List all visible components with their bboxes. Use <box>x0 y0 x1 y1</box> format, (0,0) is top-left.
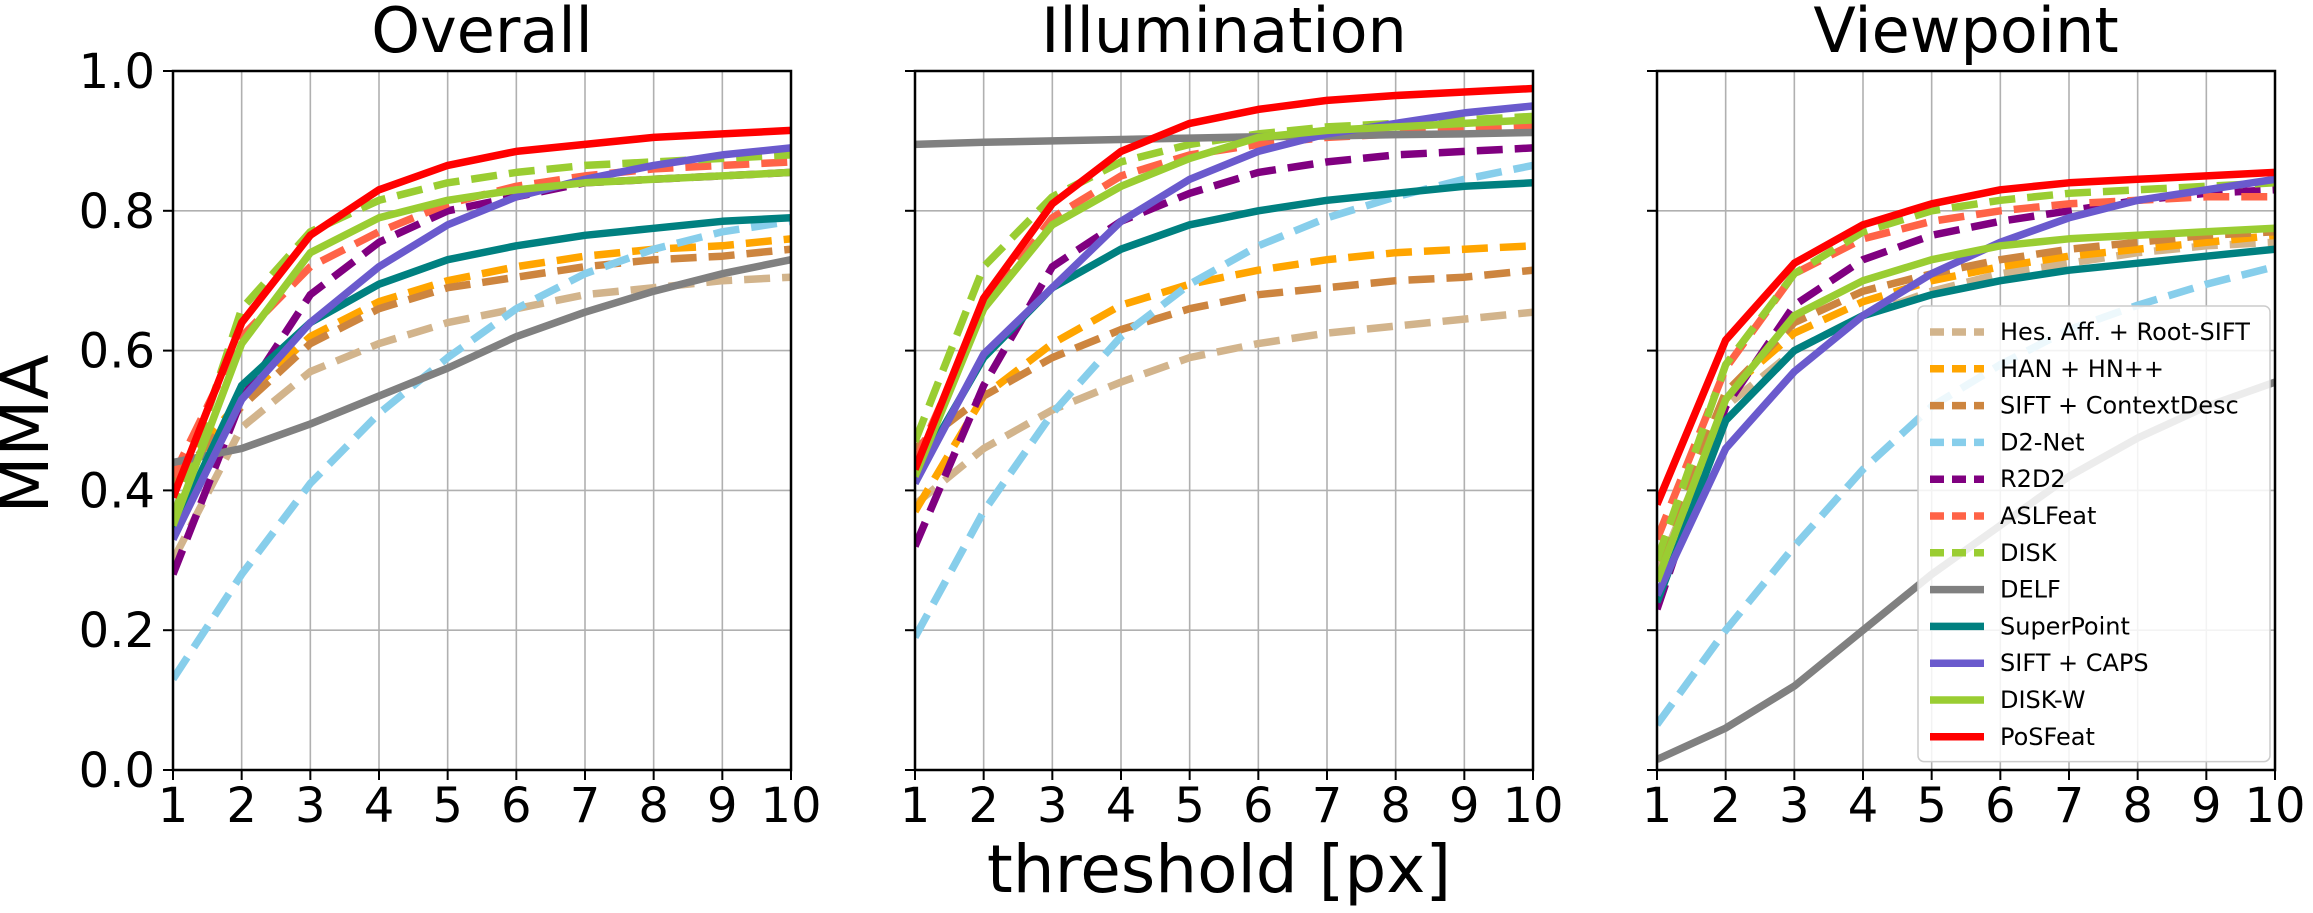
series-group <box>915 84 1533 639</box>
legend-label: DISK <box>2000 539 2058 567</box>
series-line-r2d2 <box>173 168 791 576</box>
series-group <box>1657 168 2275 763</box>
legend-label: HAN + HN++ <box>2000 355 2164 383</box>
x-tick-label: 1 <box>1642 778 1673 834</box>
plot-frame <box>171 69 793 772</box>
x-tick-label: 10 <box>760 778 821 834</box>
x-tick-label: 5 <box>1916 778 1947 834</box>
chart-title: Illumination <box>1041 0 1407 67</box>
series-line-superpoint <box>1657 245 2275 604</box>
series-line-aslfeat <box>915 123 1533 464</box>
legend-label: D2-Net <box>2000 428 2085 456</box>
x-tick-label: 4 <box>1848 778 1879 834</box>
x-tick-label: 2 <box>1710 778 1741 834</box>
series-line-han-hn- <box>1657 231 2275 562</box>
legend-label: DELF <box>2000 576 2061 604</box>
legend-label: SuperPoint <box>2000 612 2130 640</box>
y-tick-label: 0.0 <box>79 743 155 799</box>
series-line-posfeat <box>1657 168 2275 506</box>
series-line-posfeat <box>915 84 1533 471</box>
x-tick-label: 10 <box>2244 778 2305 834</box>
x-tick-label: 5 <box>1174 778 1205 834</box>
series-group <box>173 126 791 682</box>
series-line-superpoint <box>173 214 791 534</box>
chart-panel-illumination: 1 2 3 4 5 6 7 8 9 10 Illumination <box>900 0 1564 834</box>
x-tick-label: 3 <box>295 778 326 834</box>
legend-box <box>1917 305 2271 763</box>
x-tick-label: 3 <box>1037 778 1068 834</box>
legend-label: ASLFeat <box>2000 502 2096 530</box>
y-tick-label: 1.0 <box>79 44 155 100</box>
series-line-disk <box>173 151 791 520</box>
series-line-sift-caps <box>915 102 1533 486</box>
y-axis-label: MMA <box>0 354 64 513</box>
x-tick-label: 5 <box>432 778 463 834</box>
legend-label: PoSFeat <box>2000 723 2095 751</box>
y-tick-label: 0.8 <box>79 184 155 240</box>
plot-frame <box>913 69 1535 772</box>
x-tick-label: 9 <box>2191 778 2222 834</box>
x-tick-label: 6 <box>501 778 532 834</box>
series-line-disk-w <box>1657 224 2275 583</box>
y-tick-label: 0.4 <box>79 463 155 519</box>
x-tick-label: 7 <box>1312 778 1343 834</box>
series-line-han-hn- <box>173 235 791 479</box>
legend: Hes. Aff. + Root-SIFT HAN + HN++ SIFT + Co… <box>1917 305 2271 763</box>
plot-frame <box>1655 69 2277 772</box>
x-tick-label: 6 <box>1243 778 1274 834</box>
y-tick-label: 0.2 <box>79 603 155 659</box>
series-line-sift-contextdesc <box>173 245 791 486</box>
chart-title: Overall <box>371 0 593 67</box>
series-line-hes-aff-root-sift <box>173 273 791 563</box>
x-axis-label: threshold [px] <box>987 831 1451 908</box>
x-tick-label: 8 <box>2122 778 2153 834</box>
series-line-d2-net <box>915 161 1533 639</box>
series-line-d2-net <box>173 217 791 682</box>
series-line-delf <box>915 128 1533 149</box>
chart-title: Viewpoint <box>1813 0 2118 67</box>
chart-panel-overall: 1 2 3 4 5 6 7 8 9 10 0.0 0.2 0.4 0.6 0.8 1.0 Overall <box>79 0 822 834</box>
y-tick-label: 0.6 <box>79 324 155 380</box>
x-tick-label: 4 <box>1106 778 1137 834</box>
x-tick-label: 1 <box>158 778 189 834</box>
series-line-hes-aff-root-sift <box>915 308 1533 508</box>
series-line-sift-contextdesc <box>915 266 1533 452</box>
x-tick-label: 9 <box>707 778 738 834</box>
x-tick-label: 4 <box>364 778 395 834</box>
legend-label: DISK-W <box>2000 686 2085 714</box>
x-tick-label: 8 <box>638 778 669 834</box>
x-tick-label: 7 <box>570 778 601 834</box>
x-tick-label: 7 <box>2054 778 2085 834</box>
series-line-disk-w <box>173 168 791 527</box>
series-line-posfeat <box>173 126 791 499</box>
legend-label: SIFT + CAPS <box>2000 649 2149 677</box>
legend-label: R2D2 <box>2000 465 2066 493</box>
x-tick-label: 6 <box>1985 778 2016 834</box>
series-line-delf <box>173 256 791 467</box>
x-tick-label: 2 <box>968 778 999 834</box>
x-tick-label: 1 <box>900 778 931 834</box>
series-line-disk <box>1657 179 2275 562</box>
legend-label: Hes. Aff. + Root-SIFT <box>2000 318 2250 346</box>
x-tick-label: 10 <box>1502 778 1563 834</box>
legend-label: SIFT + ContextDesc <box>2000 392 2239 420</box>
x-tick-label: 9 <box>1449 778 1480 834</box>
series-line-sift-caps <box>173 144 791 541</box>
chart-panel-viewpoint: 1 2 3 4 5 6 7 8 9 10 Viewpoint <box>1642 0 2306 834</box>
series-line-disk-w <box>915 116 1533 478</box>
x-tick-label: 8 <box>1380 778 1411 834</box>
x-tick-label: 2 <box>226 778 257 834</box>
series-line-sift-caps <box>1657 175 2275 597</box>
series-line-han-hn- <box>915 242 1533 514</box>
x-tick-label: 3 <box>1779 778 1810 834</box>
